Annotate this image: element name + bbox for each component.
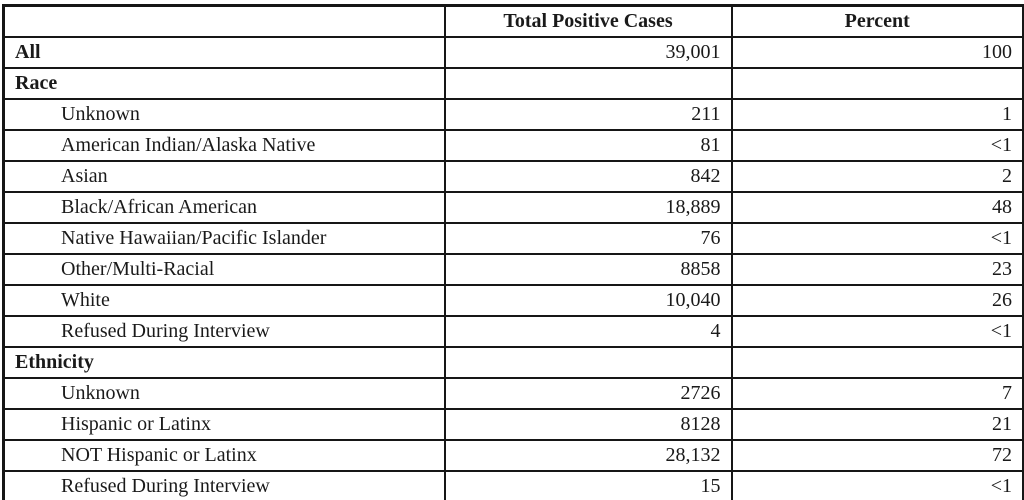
table-body: All 39,001 100 Race Unknown 211 1 Americ… [2, 36, 1024, 500]
row-percent [730, 67, 1024, 100]
row-percent [730, 346, 1024, 379]
table-row: Asian 842 2 [2, 160, 1024, 193]
row-cases: 10,040 [443, 284, 733, 317]
table-row: Refused During Interview 15 <1 [2, 470, 1024, 500]
row-label: Unknown [2, 377, 446, 410]
row-percent: 2 [730, 160, 1024, 193]
row-label: Ethnicity [2, 346, 446, 379]
table-row: Unknown 2726 7 [2, 377, 1024, 410]
row-percent: <1 [730, 470, 1024, 500]
row-label: Refused During Interview [2, 470, 446, 500]
row-cases: 81 [443, 129, 733, 162]
row-percent: 26 [730, 284, 1024, 317]
table-row: Hispanic or Latinx 8128 21 [2, 408, 1024, 441]
row-cases: 15 [443, 470, 733, 500]
table-row: NOT Hispanic or Latinx 28,132 72 [2, 439, 1024, 472]
table-row: Race [2, 67, 1024, 100]
table-row: Black/African American 18,889 48 [2, 191, 1024, 224]
table-row: Native Hawaiian/Pacific Islander 76 <1 [2, 222, 1024, 255]
row-cases: 2726 [443, 377, 733, 410]
row-cases: 842 [443, 160, 733, 193]
row-label: White [2, 284, 446, 317]
row-label: All [2, 36, 446, 69]
row-label: Race [2, 67, 446, 100]
table-row: Refused During Interview 4 <1 [2, 315, 1024, 348]
row-cases: 8858 [443, 253, 733, 286]
row-percent: 48 [730, 191, 1024, 224]
header-percent: Percent [730, 4, 1024, 38]
table-header: Total Positive Cases Percent [2, 4, 1024, 38]
row-percent: <1 [730, 315, 1024, 348]
row-label: NOT Hispanic or Latinx [2, 439, 446, 472]
row-percent: 100 [730, 36, 1024, 69]
row-label: Refused During Interview [2, 315, 446, 348]
row-percent: 21 [730, 408, 1024, 441]
row-percent: 23 [730, 253, 1024, 286]
table-row: Other/Multi-Racial 8858 23 [2, 253, 1024, 286]
row-label: Native Hawaiian/Pacific Islander [2, 222, 446, 255]
row-cases: 39,001 [443, 36, 733, 69]
row-cases: 8128 [443, 408, 733, 441]
row-cases: 76 [443, 222, 733, 255]
row-percent: 1 [730, 98, 1024, 131]
row-label: Hispanic or Latinx [2, 408, 446, 441]
table-row: White 10,040 26 [2, 284, 1024, 317]
row-cases: 28,132 [443, 439, 733, 472]
table-row: Unknown 211 1 [2, 98, 1024, 131]
row-label: Other/Multi-Racial [2, 253, 446, 286]
table-row: Ethnicity [2, 346, 1024, 379]
row-cases: 4 [443, 315, 733, 348]
row-percent: 7 [730, 377, 1024, 410]
row-label: Black/African American [2, 191, 446, 224]
row-percent: 72 [730, 439, 1024, 472]
row-cases: 18,889 [443, 191, 733, 224]
header-total-positive-cases: Total Positive Cases [443, 4, 733, 38]
positive-cases-table: Total Positive Cases Percent All 39,001 … [2, 4, 1024, 500]
row-percent: <1 [730, 129, 1024, 162]
header-empty-cell [2, 4, 446, 38]
row-label: Unknown [2, 98, 446, 131]
row-cases [443, 346, 733, 379]
table-row: American Indian/Alaska Native 81 <1 [2, 129, 1024, 162]
table-row: All 39,001 100 [2, 36, 1024, 69]
row-percent: <1 [730, 222, 1024, 255]
header-row: Total Positive Cases Percent [2, 4, 1024, 38]
row-cases [443, 67, 733, 100]
row-cases: 211 [443, 98, 733, 131]
row-label: Asian [2, 160, 446, 193]
row-label: American Indian/Alaska Native [2, 129, 446, 162]
